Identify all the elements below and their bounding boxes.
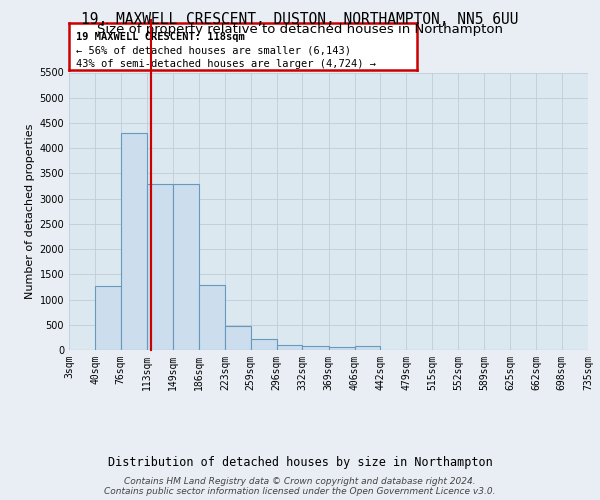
Bar: [329, 347, 355, 350]
Bar: [199, 286, 225, 350]
Text: 19 MAXWELL CRESCENT: 118sqm: 19 MAXWELL CRESCENT: 118sqm: [76, 32, 245, 42]
Bar: [355, 346, 380, 350]
Bar: [225, 326, 251, 350]
Bar: [251, 339, 277, 350]
Bar: [95, 286, 121, 350]
Text: ← 56% of detached houses are smaller (6,143): ← 56% of detached houses are smaller (6,…: [76, 46, 351, 56]
Text: Contains HM Land Registry data © Crown copyright and database right 2024.: Contains HM Land Registry data © Crown c…: [124, 476, 476, 486]
Bar: [277, 345, 302, 350]
Text: Size of property relative to detached houses in Northampton: Size of property relative to detached ho…: [97, 22, 503, 36]
Text: Contains public sector information licensed under the Open Government Licence v3: Contains public sector information licen…: [104, 486, 496, 496]
Y-axis label: Number of detached properties: Number of detached properties: [25, 124, 35, 299]
Bar: [173, 184, 199, 350]
Bar: [147, 184, 173, 350]
Text: 19, MAXWELL CRESCENT, DUSTON, NORTHAMPTON, NN5 6UU: 19, MAXWELL CRESCENT, DUSTON, NORTHAMPTO…: [81, 12, 519, 28]
Text: 43% of semi-detached houses are larger (4,724) →: 43% of semi-detached houses are larger (…: [76, 58, 376, 68]
Bar: [302, 346, 329, 350]
Text: Distribution of detached houses by size in Northampton: Distribution of detached houses by size …: [107, 456, 493, 469]
Bar: [121, 133, 147, 350]
